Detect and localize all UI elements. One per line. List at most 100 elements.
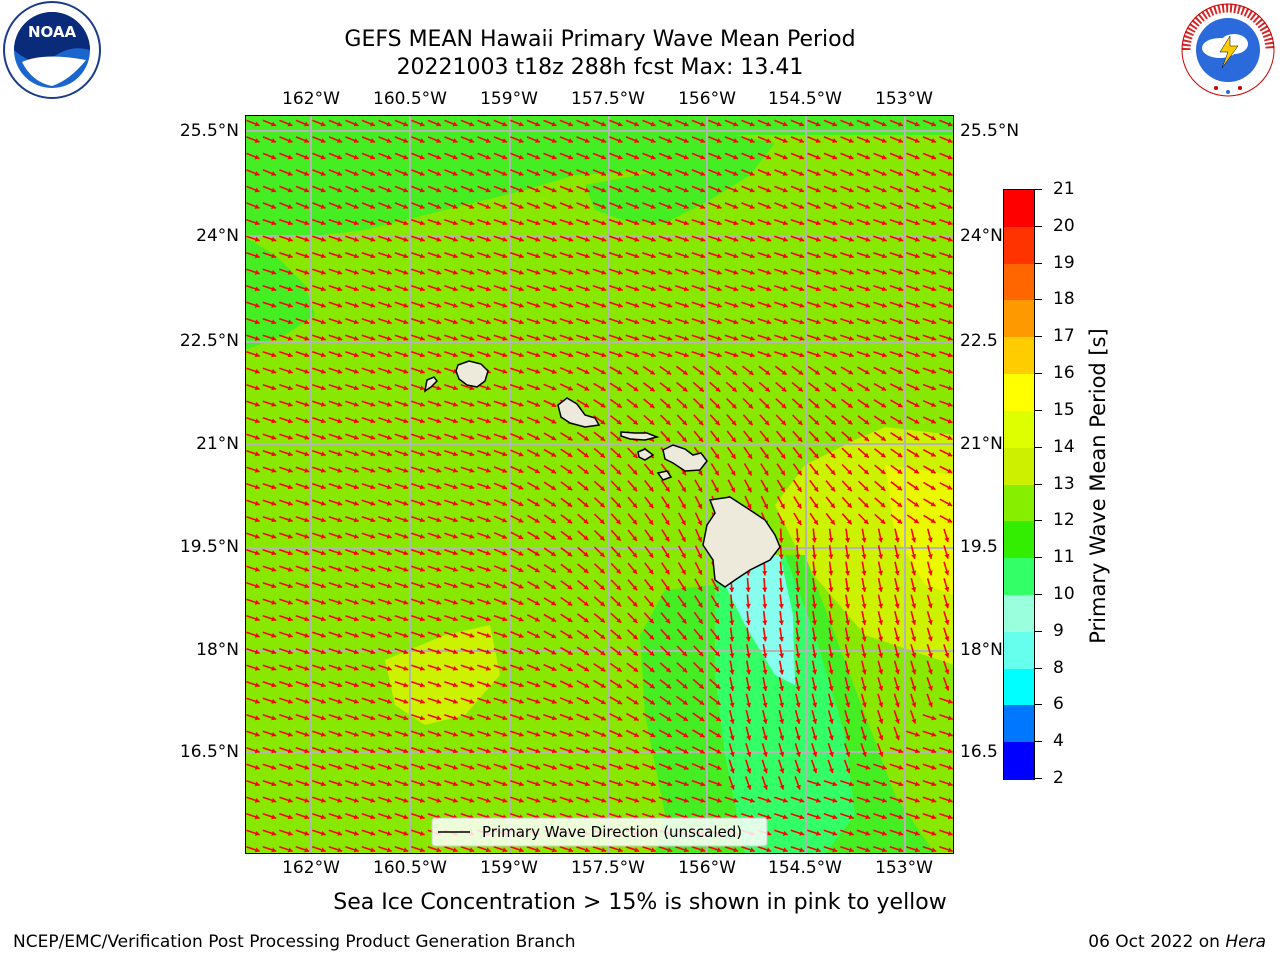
wave-direction-arrowhead [485, 847, 491, 853]
wave-direction-arrowhead [749, 204, 755, 209]
wave-direction-arrowhead [287, 517, 293, 523]
wave-direction-arrowhead [780, 453, 786, 459]
wave-direction-arrowhead [287, 500, 293, 506]
wave-direction-arrowhead [337, 484, 343, 490]
wave-direction-arrowhead [518, 319, 524, 325]
wave-direction-arrowhead [304, 171, 309, 176]
wave-direction-arrowhead [386, 715, 392, 721]
wave-direction-arrowhead [386, 368, 392, 374]
wave-direction-arrowhead [716, 187, 722, 193]
wave-direction-arrowhead [795, 669, 801, 675]
wave-direction-arrowhead [814, 369, 820, 375]
wave-direction-arrowhead [419, 533, 425, 539]
wave-direction-arrowhead [568, 220, 574, 226]
wave-direction-arrowhead [832, 302, 838, 308]
wave-direction-arrowhead [931, 715, 937, 721]
wave-direction-arrowhead [370, 632, 376, 638]
wave-direction-arrowhead [320, 335, 326, 341]
wave-direction-arrowhead [599, 535, 605, 541]
wave-direction-arrowhead [452, 138, 458, 143]
wave-direction-arrowhead [782, 352, 788, 358]
wave-direction-arrowhead [452, 599, 458, 605]
wave-direction-arrowhead [320, 797, 326, 803]
wave-direction-arrowhead [304, 484, 310, 490]
colorbar-tick-label: 20 [1053, 215, 1075, 236]
wave-direction-arrowhead [799, 286, 805, 292]
wave-direction-arrowhead [700, 187, 705, 193]
lat-label-left-6: 16.5°N [179, 742, 239, 762]
wave-direction-arrowhead [320, 220, 326, 226]
wave-direction-arrowhead [403, 632, 409, 638]
wave-direction-arrowhead [898, 781, 904, 787]
wave-direction-arrowhead [287, 484, 293, 490]
wave-direction-arrowhead [832, 847, 838, 853]
wave-direction-arrowhead [337, 418, 343, 424]
wave-direction-arrowhead [617, 171, 623, 176]
wave-direction-arrowhead [518, 517, 524, 523]
wave-direction-arrowhead [649, 650, 655, 656]
period-band-east-inner [885, 465, 954, 595]
wave-direction-arrowhead [353, 220, 359, 226]
wave-direction-arrowhead [452, 220, 458, 226]
wave-direction-arrowhead [271, 500, 277, 506]
wave-direction-arrowhead [898, 748, 904, 754]
wave-direction-arrowhead [370, 847, 376, 853]
wave-direction-arrowhead [897, 419, 903, 424]
wave-direction-arrowhead [469, 154, 474, 160]
wave-direction-arrowhead [419, 253, 425, 259]
wave-direction-arrowhead [844, 570, 850, 576]
wave-direction-arrowhead [766, 171, 771, 176]
wave-direction-arrowhead [271, 748, 277, 754]
wave-direction-arrowhead [947, 352, 953, 358]
wave-direction-arrowhead [649, 386, 655, 392]
wave-direction-arrowhead [353, 204, 359, 209]
wave-direction-arrowhead [745, 669, 751, 675]
wave-direction-arrowhead [729, 604, 735, 609]
wave-direction-arrowhead [436, 500, 442, 506]
wave-direction-arrowhead [287, 665, 293, 671]
wave-direction-arrowhead [715, 403, 720, 409]
wave-direction-arrowhead [452, 665, 458, 671]
wave-direction-arrowhead [254, 715, 260, 721]
wave-direction-arrowhead [287, 286, 293, 292]
chart-subtitle: 20221003 t18z 288h fcst Max: 13.41 [396, 55, 804, 80]
wave-direction-arrowhead [452, 781, 458, 787]
wave-direction-arrowhead [864, 369, 870, 375]
wave-direction-arrowhead [881, 269, 887, 275]
wave-direction-arrowhead [914, 154, 920, 160]
wave-direction-arrowhead [832, 830, 838, 836]
wave-direction-arrowhead [485, 154, 491, 160]
wave-direction-arrowhead [795, 702, 801, 708]
wave-direction-arrowhead [403, 649, 409, 655]
wave-direction-arrowhead [914, 731, 920, 737]
wave-direction-arrowhead [386, 748, 392, 754]
wave-direction-arrowhead [502, 715, 508, 721]
wave-direction-arrowhead [650, 286, 656, 292]
wave-direction-arrowhead [828, 537, 834, 543]
wave-direction-arrowhead [729, 636, 735, 642]
wave-direction-arrowhead [287, 204, 293, 209]
wave-direction-arrowhead [320, 236, 326, 242]
wave-direction-arrowhead [469, 204, 474, 209]
wave-direction-arrowhead [320, 138, 326, 143]
wave-direction-arrowhead [862, 751, 867, 757]
wave-direction-arrowhead [535, 368, 541, 374]
wave-direction-arrowhead [337, 451, 343, 457]
wave-direction-arrowhead [353, 517, 359, 523]
wave-direction-arrowhead [931, 352, 937, 358]
wave-direction-arrowhead [812, 751, 818, 757]
lat-label-right-6: 16.5 [960, 742, 998, 762]
wave-direction-arrowhead [254, 451, 260, 457]
wave-direction-arrowhead [947, 847, 953, 853]
wave-direction-arrowhead [667, 253, 673, 259]
wave-direction-arrowhead [861, 653, 867, 658]
wave-direction-arrowhead [584, 699, 590, 704]
wave-direction-arrowhead [518, 616, 524, 622]
wave-direction-arrowhead [551, 731, 557, 737]
wave-direction-arrowhead [551, 138, 557, 143]
wave-direction-arrowhead [796, 503, 802, 509]
wave-direction-arrowhead [403, 847, 409, 853]
wave-direction-arrowhead [337, 583, 343, 589]
wave-direction-arrowhead [878, 537, 884, 543]
wave-direction-arrowhead [452, 682, 458, 688]
